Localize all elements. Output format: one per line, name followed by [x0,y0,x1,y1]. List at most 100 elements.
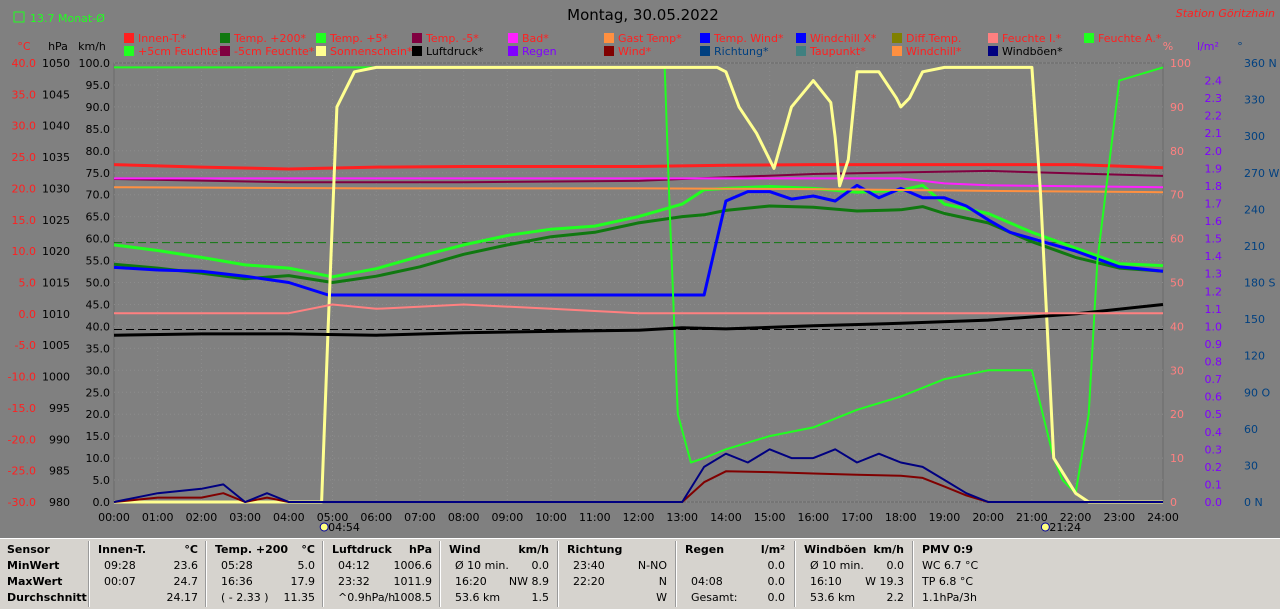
legend-swatch [316,33,326,43]
stats-value: NW 8.9 [508,575,549,588]
stats-value: 24.17 [166,591,199,604]
grid [113,62,1164,503]
stats-value: 0.0 [531,559,550,572]
legend-entry: -5cm Feuchte* [234,45,315,58]
legend-entry: Windböen* [1002,45,1063,58]
stats-title: Innen-T. [98,543,147,556]
stats-title: Temp. +200 [215,543,289,556]
stats-luftdruck: Luftdruck hPa 04:12 1006.6 23:32 1011.9 ^0.9hP… [326,539,438,609]
legend-entry: Wind* [618,45,652,58]
stats-windboeen: Windböen km/h Ø 10 min. 0.0 16:10 W 19.3 53.6 … [798,539,910,609]
lm2-tick: 1.0 [1205,320,1223,333]
legend-swatch [124,33,134,43]
axis-unit: l/m² [1197,40,1219,53]
lm2-tick: 0.0 [1205,496,1223,509]
hpa-tick: 1010 [42,308,70,321]
stats-time: 05:28 [221,559,253,572]
stats-wind: Wind km/h Ø 10 min. 0.0 16:20 NW 8.9 53.6 km 1.… [443,539,555,609]
time-tick: 23:00 [1103,511,1135,524]
stats-value: N-NO [637,559,667,572]
series-feuchte-i [114,303,1163,315]
stats-time: 22:20 [573,575,605,588]
legend-entry: Windchill X* [810,32,877,45]
lm2-tick: 1.2 [1205,285,1223,298]
dir-tick: 150 [1244,313,1265,326]
weather-chart: °C hPa km/h% l/m² ° 40.0 35.0 30.0 25.0 20.0 15.0 1… [8,6,1280,534]
stats-value: 0.0 [886,559,905,572]
temp-tick: 35.0 [12,88,37,101]
stats-value: 0.0 [767,591,786,604]
legend-entry: Richtung* [714,45,769,58]
lm2-tick: 0.4 [1205,426,1223,439]
pct-tick: 40 [1170,320,1184,333]
sunset-icon [1040,522,1050,532]
temp-tick: 10.0 [12,245,37,258]
stats-value: 1.1hPa/3h [922,591,978,604]
kmh-tick: 60.0 [86,233,111,246]
dir-tick: 330 [1244,94,1265,107]
time-tick: 05:00 [317,511,349,524]
lm2-tick: 1.4 [1205,250,1223,263]
lm2-tick: 0.9 [1205,338,1223,351]
stats-value: W 19.3 [865,575,904,588]
stats-value: 0.0 [767,575,786,588]
time-tick: 07:00 [404,511,436,524]
kmh-tick: 65.0 [86,211,111,224]
hpa-tick: 980 [49,496,70,509]
dir-tick: 300 [1244,130,1265,143]
stats-value: 2.2 [886,591,905,604]
legend-swatch [412,33,422,43]
temp-tick: -5.0 [15,339,36,352]
lm2-tick: 0.8 [1205,356,1223,369]
stats-unit: km/h [873,543,904,556]
time-tick: 09:00 [492,511,524,524]
stats-unit: °C [301,543,315,556]
temp-tick: 5.0 [19,277,37,290]
lm2-tick: 1.3 [1205,268,1223,281]
hpa-tick: 1000 [42,371,70,384]
legend-entry: Temp. +200* [233,32,307,45]
legend-entry: Temp. -5* [425,32,479,45]
stats-value: 11.35 [283,591,316,604]
kmh-tick: 70.0 [86,189,111,202]
label-min: MinWert [7,559,60,572]
time-tick: 22:00 [1060,511,1092,524]
kmh-tick: 75.0 [86,167,111,180]
lm2-tick: 1.5 [1205,233,1223,246]
stats-time: Ø 10 min. [455,559,509,572]
kmh-tick: 90.0 [86,101,111,114]
kmh-tick: 30.0 [86,364,111,377]
stats-time: 23:40 [573,559,605,572]
legend-swatch [892,33,902,43]
axis-unit: % [1163,40,1173,53]
lm2-tick: 0.2 [1205,461,1223,474]
legend-entry: Luftdruck* [426,45,484,58]
temp-tick: 15.0 [12,214,37,227]
stats-value: 0.0 [767,559,786,572]
legend-entry: Sonnenschein* [330,45,413,58]
corner-label: 13.7 Monat-Ø [30,12,105,25]
stats-time: 53.6 km [455,591,501,604]
time-tick: 08:00 [448,511,480,524]
pct-tick: 20 [1170,408,1184,421]
lm2-tick: 1.9 [1205,162,1223,175]
temp-tick: -25.0 [8,465,36,478]
stats-value: 5.0 [297,559,316,572]
stats-value: 17.9 [290,575,316,588]
stats-unit: °C [184,543,198,556]
kmh-tick: 5.0 [93,474,111,487]
lm2-tick: 1.8 [1205,180,1223,193]
axis-unit: km/h [78,40,106,53]
stats-time: 16:10 [810,575,842,588]
temp-tick: -15.0 [8,402,36,415]
stats-time: 04:12 [338,559,370,572]
hpa-tick: 1045 [42,88,70,101]
legend-swatch [700,46,710,56]
lm2-tick: 2.1 [1205,127,1223,140]
time-tick: 13:00 [666,511,698,524]
time-tick: 15:00 [754,511,786,524]
lm2-tick: 2.4 [1205,75,1223,88]
label-avg: Durchschnitt [7,591,87,604]
dir-tick: 180 S [1244,277,1275,290]
stats-value: 23.6 [173,559,199,572]
